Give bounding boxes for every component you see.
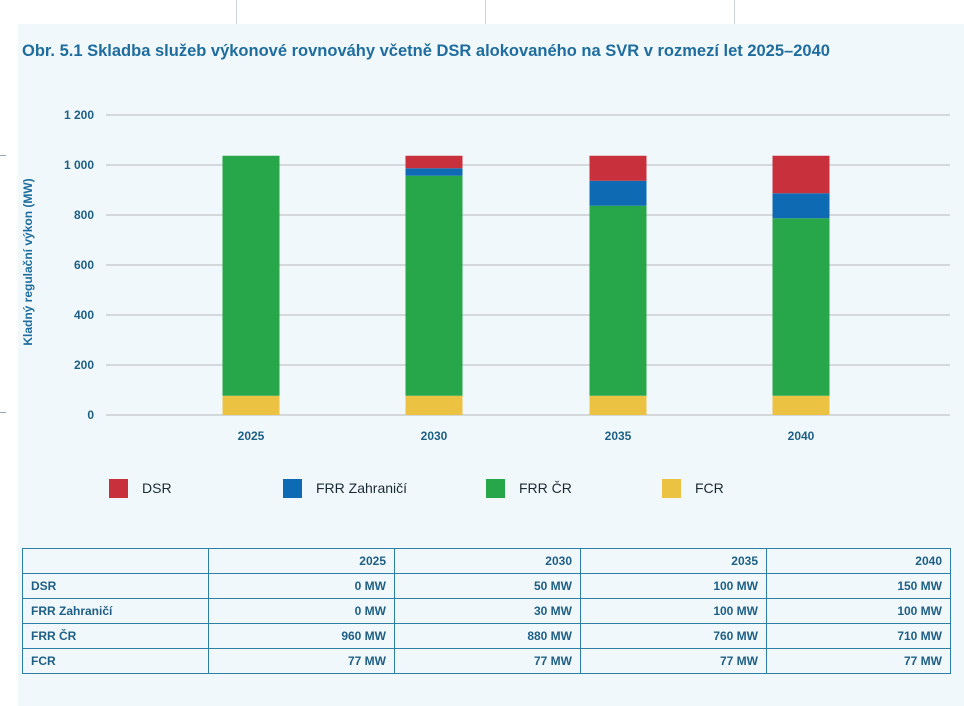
table-row-label: FCR xyxy=(22,648,209,674)
table-row-frr-cr: FRR ČR 960 MW 880 MW 760 MW 710 MW xyxy=(22,623,951,649)
table-cell: 77 MW xyxy=(394,648,581,674)
table-header-2030: 2030 xyxy=(394,548,581,574)
figure-panel: Obr. 5.1 Skladba služeb výkonové rovnová… xyxy=(18,24,964,706)
table-cell: 760 MW xyxy=(580,623,767,649)
legend-swatch-frr-cr xyxy=(486,478,505,498)
table-row-fcr: FCR 77 MW 77 MW 77 MW 77 MW xyxy=(22,648,951,674)
table-cell: 100 MW xyxy=(766,598,951,624)
legend-label-frr-zahranici: FRR Zahraničí xyxy=(316,480,408,496)
top-rule-1 xyxy=(236,0,237,24)
table-cell: 30 MW xyxy=(394,598,581,624)
legend-label-fcr: FCR xyxy=(695,480,724,496)
x-tick-label: 2025 xyxy=(238,429,265,443)
x-tick-label: 2040 xyxy=(788,429,815,443)
legend-item-frr-zahranici: FRR Zahraničí xyxy=(283,478,407,498)
legend-label-dsr: DSR xyxy=(142,480,172,496)
y-tick-label: 200 xyxy=(74,358,94,372)
table-row-dsr: DSR 0 MW 50 MW 100 MW 150 MW xyxy=(22,573,951,599)
stacked-bar-chart: 0 200 400 600 800 1 000 1 200 2025 2030 2035 2040… xyxy=(21,108,950,443)
legend-item-frr-cr: FRR ČR xyxy=(486,478,572,498)
y-tick-label: 0 xyxy=(87,408,94,422)
table-row-frr-zahranici: FRR Zahraničí 0 MW 30 MW 100 MW 100 MW xyxy=(22,598,951,624)
table-row-label: DSR xyxy=(22,573,209,599)
table-header-2035: 2035 xyxy=(580,548,767,574)
x-tick-label: 2035 xyxy=(605,429,632,443)
legend-label-frr-cr: FRR ČR xyxy=(519,480,572,496)
table-cell: 50 MW xyxy=(394,573,581,599)
bar-dsr-2035 xyxy=(589,155,647,181)
bar-fcr-2040 xyxy=(772,395,830,415)
y-tick-label: 1 000 xyxy=(64,158,94,172)
y-tick-label: 400 xyxy=(74,308,94,322)
table-header-row: 2025 2030 2035 2040 xyxy=(22,548,951,574)
margin-tick-2 xyxy=(0,412,6,413)
bar-fcr-2025 xyxy=(222,395,280,415)
legend-swatch-frr-zahranici xyxy=(283,478,302,498)
bar-frr_zahranici-2040 xyxy=(772,193,830,219)
table-header-2040: 2040 xyxy=(766,548,951,574)
bar-frr_cr-2025 xyxy=(222,155,280,396)
figure-title: Obr. 5.1 Skladba služeb výkonové rovnová… xyxy=(22,42,830,60)
y-axis-label: Kladný regulační výkon (MW) xyxy=(21,178,35,345)
bars xyxy=(222,155,830,415)
bar-dsr-2030 xyxy=(405,155,463,169)
legend-swatch-dsr xyxy=(109,478,128,498)
table-cell: 100 MW xyxy=(580,573,767,599)
table-row-label: FRR ČR xyxy=(22,623,209,649)
table-corner-cell xyxy=(22,548,209,574)
table-cell: 77 MW xyxy=(580,648,767,674)
y-axis-ticks: 0 200 400 600 800 1 000 1 200 xyxy=(64,108,94,422)
legend-item-fcr: FCR xyxy=(662,478,724,498)
y-tick-label: 800 xyxy=(74,208,94,222)
bar-frr_zahranici-2035 xyxy=(589,180,647,206)
legend-swatch-fcr xyxy=(662,478,681,498)
table-cell: 150 MW xyxy=(766,573,951,599)
y-tick-label: 1 200 xyxy=(64,108,94,122)
x-tick-label: 2030 xyxy=(421,429,448,443)
table-cell: 960 MW xyxy=(208,623,395,649)
margin-tick-1 xyxy=(0,155,6,156)
bar-frr_cr-2030 xyxy=(405,175,463,396)
bar-frr_cr-2040 xyxy=(772,218,830,396)
bar-frr_zahranici-2030 xyxy=(405,168,463,176)
table-header-2025: 2025 xyxy=(208,548,395,574)
bar-fcr-2035 xyxy=(589,395,647,415)
top-rule-3 xyxy=(734,0,735,24)
table-cell: 77 MW xyxy=(766,648,951,674)
bar-dsr-2040 xyxy=(772,155,830,194)
x-axis-ticks: 2025 2030 2035 2040 xyxy=(238,429,815,443)
table-cell: 77 MW xyxy=(208,648,395,674)
bar-frr_cr-2035 xyxy=(589,205,647,396)
table-row-label: FRR Zahraničí xyxy=(22,598,209,624)
top-rule-2 xyxy=(485,0,486,24)
table-cell: 0 MW xyxy=(208,573,395,599)
y-tick-label: 600 xyxy=(74,258,94,272)
bar-fcr-2030 xyxy=(405,395,463,415)
table-cell: 0 MW xyxy=(208,598,395,624)
table-cell: 880 MW xyxy=(394,623,581,649)
legend-item-dsr: DSR xyxy=(109,478,172,498)
table-cell: 100 MW xyxy=(580,598,767,624)
table-cell: 710 MW xyxy=(766,623,951,649)
data-table: 2025 2030 2035 2040 DSR 0 MW 50 MW 100 M… xyxy=(22,548,951,674)
